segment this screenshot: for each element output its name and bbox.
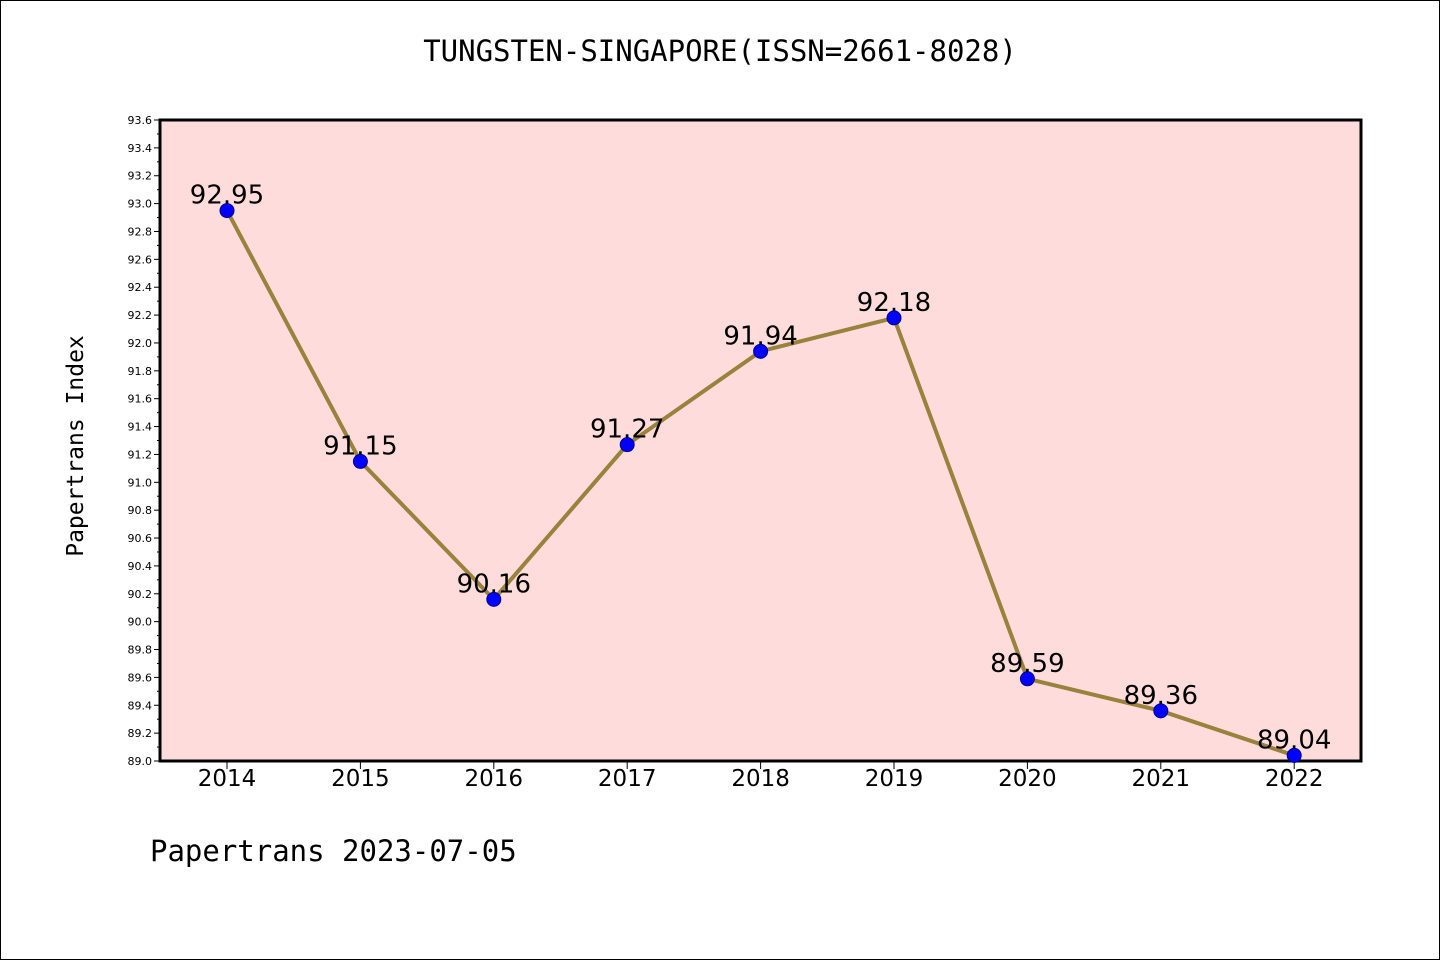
x-tick-label: 2015 [331,766,390,792]
x-tick-label: 2017 [598,766,657,792]
x-tick-label: 2020 [998,766,1057,792]
data-label: 90.16 [457,569,531,599]
y-tick-label: 93.4 [128,142,153,155]
data-label: 89.59 [990,649,1064,679]
x-tick-label: 2016 [465,766,524,792]
data-label: 91.27 [590,415,664,445]
y-tick-label: 89.4 [128,699,153,712]
data-point [886,310,902,326]
data-point [1286,747,1302,763]
y-tick-label: 92.4 [128,281,153,294]
data-point [486,591,502,607]
y-axis: 89.0 89.2 89.4 89.6 89.8 90.0 90.2 90.4 90.6 90.8… [128,114,160,768]
y-tick-label: 90.4 [128,560,153,573]
y-tick-label: 92.6 [128,253,153,266]
footer-credit: Papertrans 2023-07-05 [150,834,517,868]
y-tick-label: 92.8 [128,225,153,238]
y-tick-label: 93.2 [128,170,153,183]
x-tick-label: 2018 [731,766,790,792]
y-tick-label: 90.6 [128,532,153,545]
data-point [753,343,769,359]
x-axis: 2014 2015 2016 2017 2018 2019 2020 2021 2022 [198,761,1324,792]
y-tick-label: 91.6 [128,393,153,406]
x-tick-label: 2019 [865,766,924,792]
data-label: 92.18 [857,288,931,318]
y-tick-label: 89.0 [128,755,153,768]
data-point [352,453,368,469]
y-tick-label: 89.8 [128,644,153,657]
data-label: 89.36 [1124,681,1198,711]
y-tick-label: 91.0 [128,476,153,489]
data-label: 92.95 [190,181,264,211]
y-tick-label: 90.8 [128,504,153,517]
data-point [219,203,235,219]
data-label: 91.15 [323,431,397,461]
y-tick-label: 90.0 [128,616,153,629]
y-tick-label: 89.2 [128,727,153,740]
data-point [1019,671,1035,687]
y-tick-label: 91.8 [128,365,153,378]
y-tick-label: 93.6 [128,114,153,127]
y-tick-label: 92.0 [128,337,153,350]
x-tick-label: 2022 [1265,766,1324,792]
data-label: 89.04 [1257,725,1331,755]
y-tick-label: 91.4 [128,421,153,434]
data-label: 91.94 [723,321,797,351]
y-tick-label: 89.6 [128,671,153,684]
x-tick-label: 2014 [198,766,257,792]
chart-title: TUNGSTEN-SINGAPORE(ISSN=2661-8028) [423,34,1017,68]
y-tick-label: 91.2 [128,448,153,461]
x-tick-label: 2021 [1132,766,1191,792]
y-tick-label: 93.0 [128,198,153,211]
data-labels: 92.95 91.15 90.16 91.27 91.94 92.18 89.59 89.36… [190,181,1332,756]
y-tick-label: 90.2 [128,588,153,601]
data-point [619,437,635,453]
y-tick-label: 92.2 [128,309,153,322]
data-points [219,203,1302,763]
plot-area [158,118,1363,763]
data-point [1153,703,1169,719]
